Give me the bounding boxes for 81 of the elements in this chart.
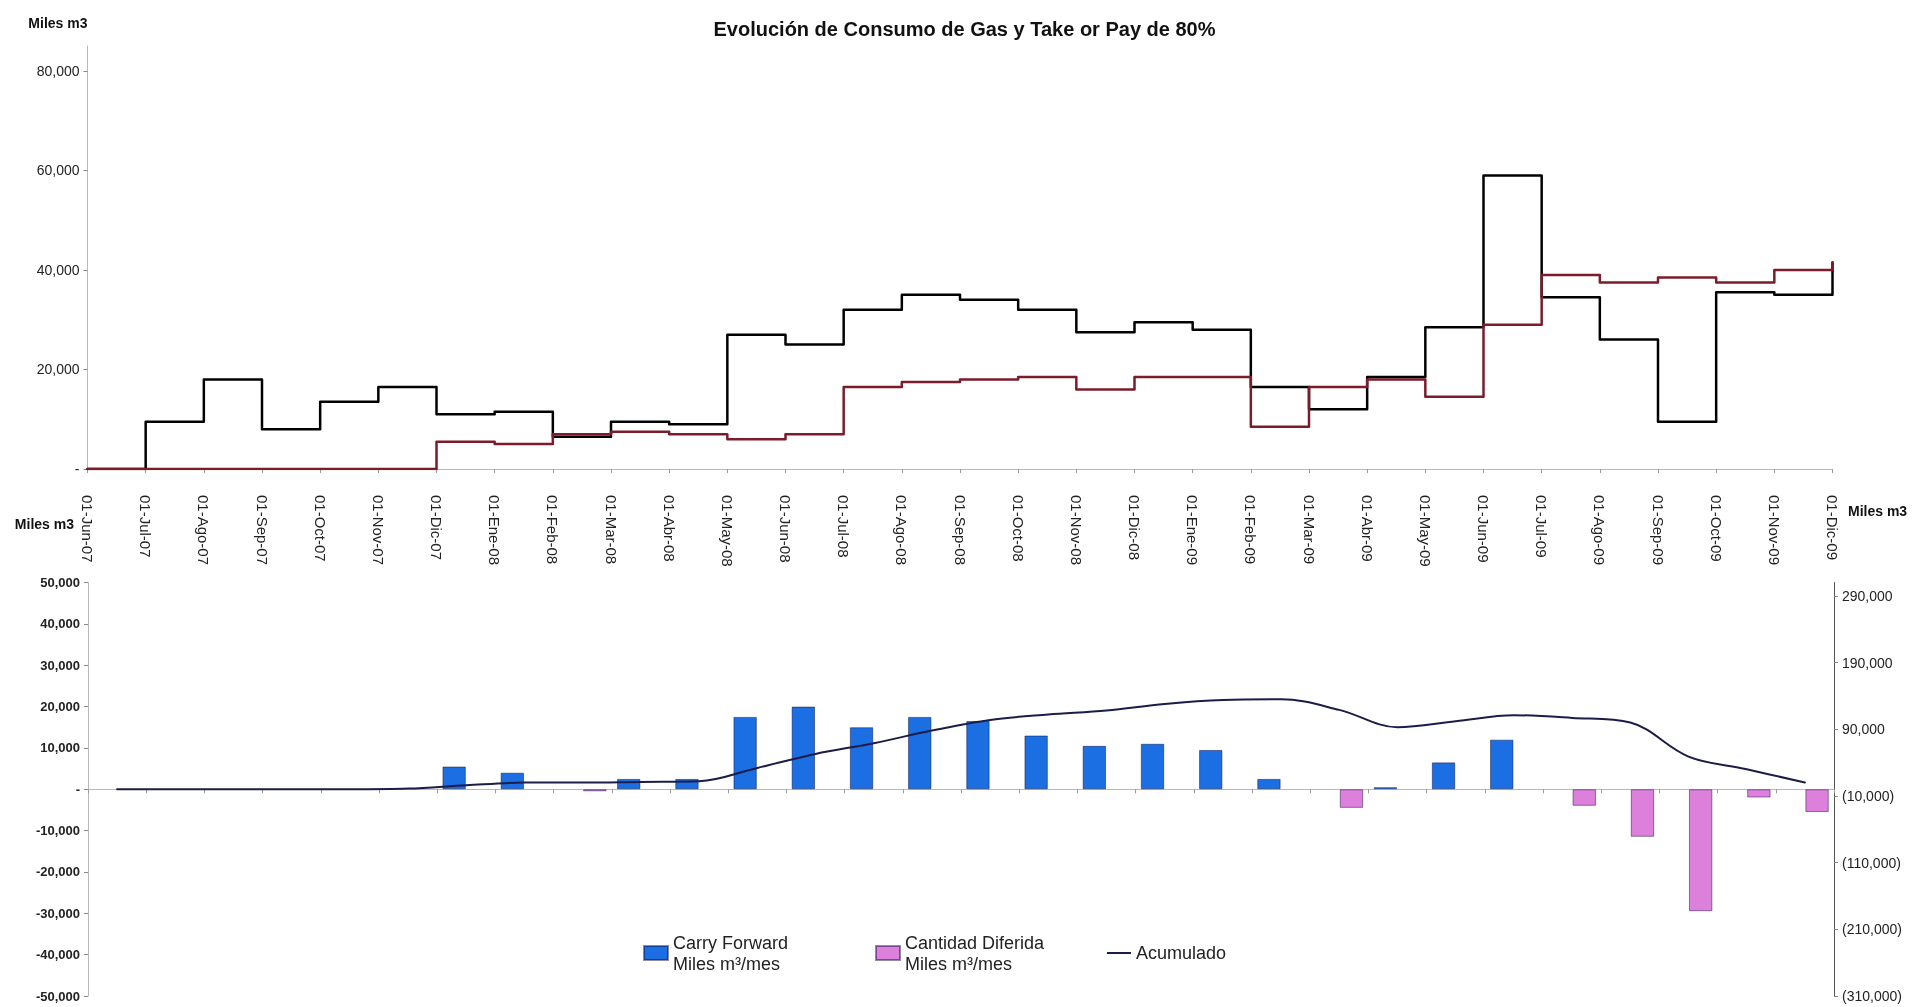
x-tick-label: 01-Feb-08	[544, 495, 562, 565]
chart-title: Evolución de Consumo de Gas y Take or Pay de 80%	[713, 18, 1216, 40]
x-tick-label: 01-Feb-09	[1242, 495, 1260, 565]
x-tick-label: 01-Nov-07	[369, 495, 387, 566]
y2-tick-label: (110,000)	[1842, 854, 1901, 871]
x-tick-label: 01-Ago-09	[1591, 495, 1609, 566]
x-tick-label: 01-Mar-09	[1300, 495, 1318, 565]
x-tick-label: 01-Jul-08	[835, 495, 853, 558]
y-tick-label: -30,000	[35, 905, 80, 921]
x-tick-label: 01-Nov-08	[1067, 495, 1085, 566]
y2-tick-label: (310,000)	[1842, 988, 1902, 1004]
bar	[1431, 762, 1456, 790]
y-tick-label: 50,000	[40, 575, 80, 590]
bar	[966, 721, 990, 790]
x-tick-label: 01-Sep-08	[951, 495, 969, 566]
x-tick-label: 01-Oct-08	[1009, 495, 1027, 562]
bar	[1572, 789, 1596, 806]
x-tick-label: 01-Jul-09	[1533, 495, 1551, 558]
bar	[1199, 749, 1223, 790]
x-tick-label: 01-Dic-07	[428, 495, 445, 561]
bar	[1747, 789, 1771, 798]
bar	[1630, 789, 1655, 837]
y-tick-label: 60,000	[36, 162, 80, 179]
x-tick-label: 01-Abr-08	[660, 495, 678, 562]
x-tick-label: 01-May-08	[718, 495, 736, 567]
y2-tick-label: 190,000	[1842, 654, 1893, 671]
y-tick-label: 40,000	[40, 616, 80, 632]
y-tick-label: 20,000	[40, 699, 80, 715]
x-tick-label: 01-Jul-07	[137, 495, 155, 558]
y2-axis-title: Miles m3	[1848, 502, 1908, 519]
y2-tick-label: (10,000)	[1842, 787, 1895, 804]
y-tick-label: -	[75, 781, 80, 797]
y-tick-label: 20,000	[36, 361, 80, 378]
x-tick-label: 01-Jun-07	[79, 495, 96, 563]
bar	[1082, 745, 1107, 790]
bar	[733, 716, 757, 790]
x-tick-label: 01-Oct-07	[311, 495, 329, 562]
bar	[1140, 743, 1165, 790]
bar	[1490, 739, 1514, 790]
bar	[1805, 789, 1829, 812]
y2-tick-label: 290,000	[1842, 587, 1893, 604]
x-tick-label: 01-Sep-07	[253, 495, 271, 566]
x-tick-label: 01-Ago-07	[195, 495, 213, 566]
x-tick-label: 01-Sep-09	[1649, 495, 1667, 566]
x-tick-label: 01-Dic-09	[1824, 495, 1841, 561]
bar	[1688, 789, 1713, 912]
bar	[442, 766, 466, 790]
bar	[849, 727, 874, 790]
x-tick-label: 01-Dic-08	[1126, 495, 1143, 561]
y-tick-label: -20,000	[35, 864, 80, 880]
y-tick-label: -10,000	[35, 823, 80, 839]
bar	[1257, 778, 1281, 790]
x-tick-label: 01-Jun-09	[1475, 495, 1492, 563]
x-tick-label: 01-Oct-09	[1707, 495, 1725, 562]
y-axis-title: Miles m3	[28, 15, 88, 31]
x-tick-label: 01-Abr-09	[1358, 495, 1376, 562]
legend-label: Acumulado	[1136, 943, 1227, 963]
bar	[908, 716, 932, 790]
y2-tick-label: (210,000)	[1842, 921, 1902, 938]
bar	[1339, 789, 1364, 808]
x-tick-label: 01-Ene-09	[1184, 495, 1202, 566]
legend-label: Carry Forward Miles m³/mes	[673, 932, 794, 974]
legend-label: Cantidad Diferida Miles m³/mes	[905, 932, 1050, 974]
x-tick-label: 01-Jun-08	[777, 495, 794, 563]
y-tick-label: 30,000	[40, 657, 80, 673]
bar	[791, 706, 816, 790]
y-axis-title: Miles m3	[14, 515, 75, 532]
bar	[1024, 735, 1048, 790]
x-tick-label: 01-Ene-08	[486, 495, 504, 566]
y-tick-label: 40,000	[36, 261, 80, 278]
line-series	[116, 698, 1806, 791]
x-tick-label: 01-Mar-08	[602, 495, 620, 565]
y-tick-label: -50,000	[35, 988, 80, 1004]
x-tick-label: 01-Nov-09	[1765, 495, 1783, 566]
y-tick-label: 80,000	[36, 62, 80, 79]
x-tick-label: 01-May-09	[1416, 495, 1434, 567]
y2-tick-label: 90,000	[1842, 721, 1886, 738]
x-tick-label: 01-Ago-08	[893, 495, 911, 566]
y-tick-label: 10,000	[40, 740, 80, 756]
y-tick-label: -	[74, 461, 80, 477]
y-tick-label: -40,000	[35, 947, 80, 963]
